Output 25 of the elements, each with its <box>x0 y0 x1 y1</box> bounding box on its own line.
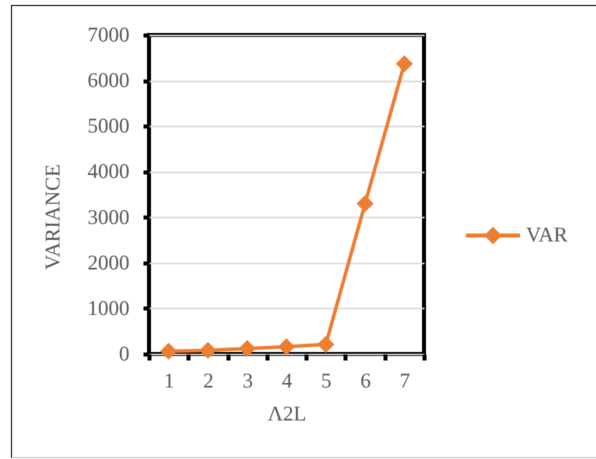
x-tick-label: 5 <box>321 368 332 392</box>
y-tick-label: 5000 <box>88 114 130 138</box>
y-tick-label: 0 <box>119 342 130 366</box>
y-tick-label: 1000 <box>88 296 130 320</box>
point <box>356 195 374 212</box>
y-axis-title: VARIANCE <box>40 164 64 270</box>
point <box>199 342 216 359</box>
point <box>317 336 334 353</box>
y-tick-label: 6000 <box>88 68 130 92</box>
y-tick-label: 2000 <box>88 250 130 274</box>
x-tick-label: 6 <box>360 368 371 392</box>
x-tick-label: 3 <box>242 368 253 392</box>
point <box>396 55 413 72</box>
x-tick-label: 2 <box>203 368 214 392</box>
x-tick-label: 1 <box>164 368 174 392</box>
point <box>278 338 296 356</box>
point <box>238 340 256 358</box>
y-tick-label: 4000 <box>88 159 130 184</box>
y-tick-label: 7000 <box>88 22 130 46</box>
legend-label: VAR <box>526 222 568 246</box>
point <box>160 342 178 360</box>
x-tick-label: 7 <box>400 368 410 392</box>
y-tick-label: 3000 <box>88 204 130 229</box>
x-tick-label: 4 <box>282 368 293 392</box>
x-axis-title: Λ2L <box>268 402 306 426</box>
